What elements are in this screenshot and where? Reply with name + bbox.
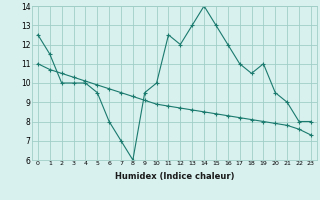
X-axis label: Humidex (Indice chaleur): Humidex (Indice chaleur) — [115, 172, 234, 181]
